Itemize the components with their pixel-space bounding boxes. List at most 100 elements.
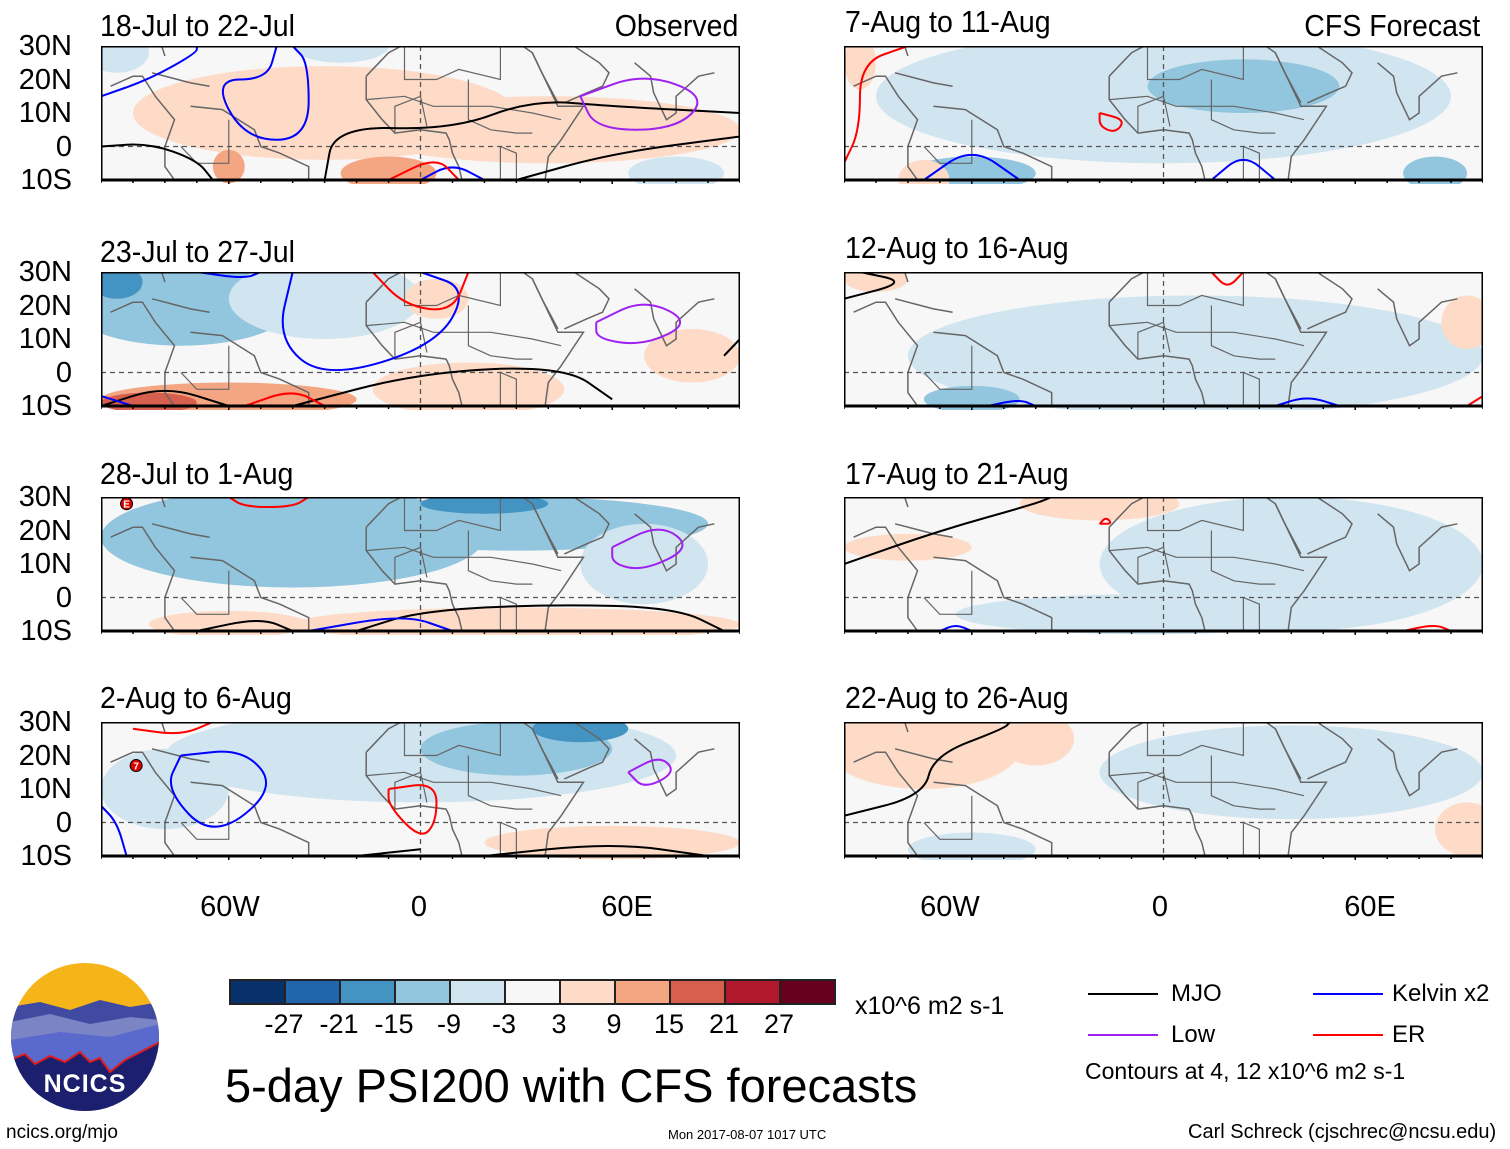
coastline [894,748,953,763]
country-border [394,321,428,360]
anomaly-region [844,272,908,293]
coastline [151,298,210,313]
coastline [894,72,953,87]
website-link[interactable]: ncics.org/mjo [6,1122,118,1143]
kelvin-contour [221,46,310,141]
map-panel-3: 7 [101,722,740,860]
lat-tick-label: 30N [18,481,72,513]
coastline [160,497,166,508]
mjo-contour [101,143,214,181]
coastline [634,738,715,797]
coastline [1108,76,1206,181]
coastline [903,722,909,733]
er-contour [1098,112,1123,132]
map-panel-4 [844,46,1483,184]
anomaly-region [844,533,972,561]
colorbar-swatch [781,981,834,1003]
colorbar-tick-label: 27 [763,1009,795,1039]
colorbar [229,979,836,1005]
coastline [1377,513,1458,572]
coastline [1377,288,1458,347]
coastline [531,503,559,555]
map-svg-2: E [101,497,740,635]
panel-title-1: 23-Jul to 27-Jul [100,234,295,269]
mjo-contour [323,101,740,181]
lat-tick-label: 10S [20,840,72,872]
colorbar-tick-label: 3 [551,1009,567,1039]
coastline [531,278,559,330]
anomaly-region [907,295,1483,410]
coastline [110,301,176,407]
contour-note: Contours at 4, 12 x10^6 m2 s-1 [1085,1058,1406,1084]
lat-tick-label: 20N [18,514,72,547]
colorbar-units: x10^6 m2 s-1 [855,992,1005,1020]
country-border [1242,821,1260,856]
lon-tick-60w-right: 60W [920,891,980,923]
colorbar-tick-label: -27 [264,1009,304,1039]
er-contour [132,722,214,735]
colorbar-swatch [231,981,286,1003]
coastline [160,272,166,283]
anomaly-region [898,159,950,184]
country-border [1146,497,1244,532]
coastline [853,301,919,407]
coastline [151,72,210,87]
colorbar-tick-label: -9 [436,1009,461,1039]
coastline [1274,278,1302,330]
coastline [1274,728,1302,780]
coastline [1108,527,1206,632]
coastline [563,272,610,330]
colorbar-tick-label: 21 [708,1009,740,1039]
low-contour [579,77,699,131]
panel-title-4: 7-Aug to 11-Aug [845,4,1051,39]
anomaly-region [356,96,740,164]
lat-tick-label: 10S [20,390,72,422]
lon-tick-0-right: 0 [1151,891,1169,923]
anomaly-region [580,523,709,605]
country-border [499,371,517,406]
coastline [853,526,919,632]
colorbar-swatch [506,981,561,1003]
country-border [394,546,428,585]
colorbar-swatch [341,981,396,1003]
colorbar-swatch [396,981,451,1003]
storm-label: E [123,500,130,511]
country-border [1210,79,1276,134]
country-border [180,795,230,840]
anomaly-region [1441,295,1483,350]
coastline [1377,62,1458,121]
country-border [1242,371,1260,406]
legend-label-mjo: MJO [1171,980,1222,1007]
coastline [160,46,166,57]
legend-label-kelvin: Kelvin x2 [1392,980,1490,1007]
colorbar-tick-label: -21 [319,1009,359,1039]
lat-tick-label: 20N [18,63,72,96]
coastline [190,331,310,406]
low-contour [611,528,684,570]
panel-title-3: 2-Aug to 6-Aug [100,680,292,715]
mjo-contour [723,338,740,357]
colorbar-tick-label: 9 [606,1009,622,1039]
panel-label-cfs-forecast: CFS Forecast [1304,8,1480,43]
country-border [1242,596,1260,631]
coastline [531,728,559,780]
coastline [1108,497,1145,528]
country-border [1146,272,1244,307]
low-contour [627,758,672,786]
map-svg-0 [101,46,740,184]
map-svg-3: 7 [101,722,740,860]
anomaly-region [1099,725,1483,820]
logo-graphic [11,963,159,1111]
lat-tick-label: 20N [18,739,72,772]
coastline [894,523,953,538]
kelvin-contour [101,46,198,98]
coastline [933,781,1053,856]
mjo-contour [844,722,1011,817]
lon-tick-60e-left: 60E [601,891,653,923]
er-contour [844,46,909,164]
er-contour [387,784,438,835]
lat-tick-label: 30N [18,256,72,288]
country-border [1137,95,1171,134]
country-border [1210,755,1276,810]
kelvin-contour [169,750,267,828]
